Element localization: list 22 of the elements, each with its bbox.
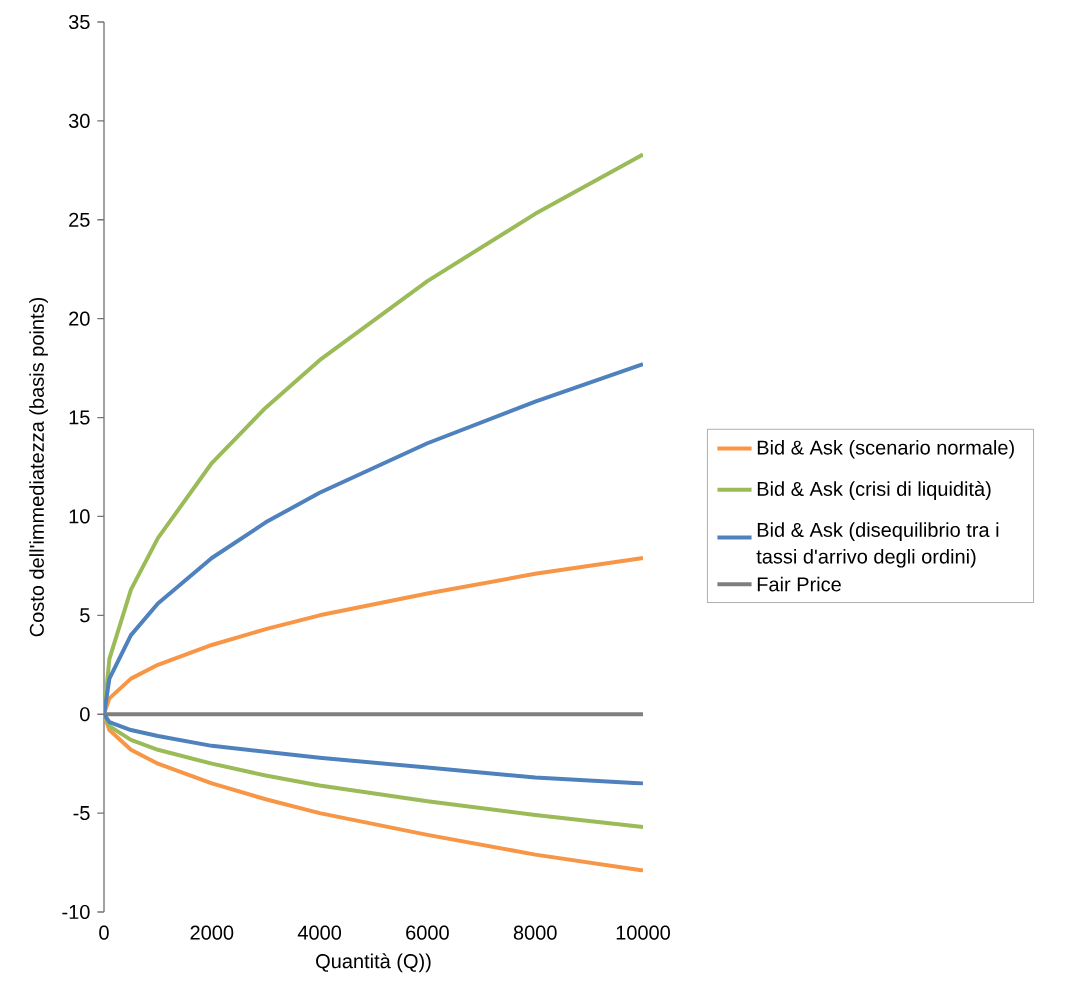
y-tick-label: 5 xyxy=(80,608,90,623)
legend-label: Fair Price xyxy=(757,576,841,592)
y-tick-label: -5 xyxy=(73,806,90,821)
legend-label: Bid & Ask (scenario normale) xyxy=(757,439,1014,459)
x-tick-label: 6000 xyxy=(406,925,449,940)
y-tick-label: 35 xyxy=(68,14,90,30)
x-tick-label: 8000 xyxy=(513,925,557,940)
x-tick-label: 4000 xyxy=(297,925,342,940)
y-axis-title: Costo dell'immediatezza (basis points) xyxy=(29,297,48,637)
x-axis-title: Quantità (Q)) xyxy=(316,953,431,973)
y-tick-label: 10 xyxy=(69,509,90,524)
x-tick-label: 0 xyxy=(99,925,109,940)
y-tick-label: 20 xyxy=(69,311,90,326)
y-tick-label: 30 xyxy=(68,113,90,128)
y-tick-label: 25 xyxy=(69,212,90,227)
x-tick-label: 10000 xyxy=(616,925,671,940)
legend-label: Bid & Ask (disequilibrio tra i tassi d'arrivo degli ordini) xyxy=(756,522,999,568)
y-tick-label: -10 xyxy=(62,904,90,920)
x-tick-label: 2000 xyxy=(190,925,234,940)
legend-label: Bid & Ask (crisi di liquidità) xyxy=(757,481,991,500)
y-tick-label: 15 xyxy=(69,410,90,425)
y-tick-label: 0 xyxy=(80,707,90,722)
